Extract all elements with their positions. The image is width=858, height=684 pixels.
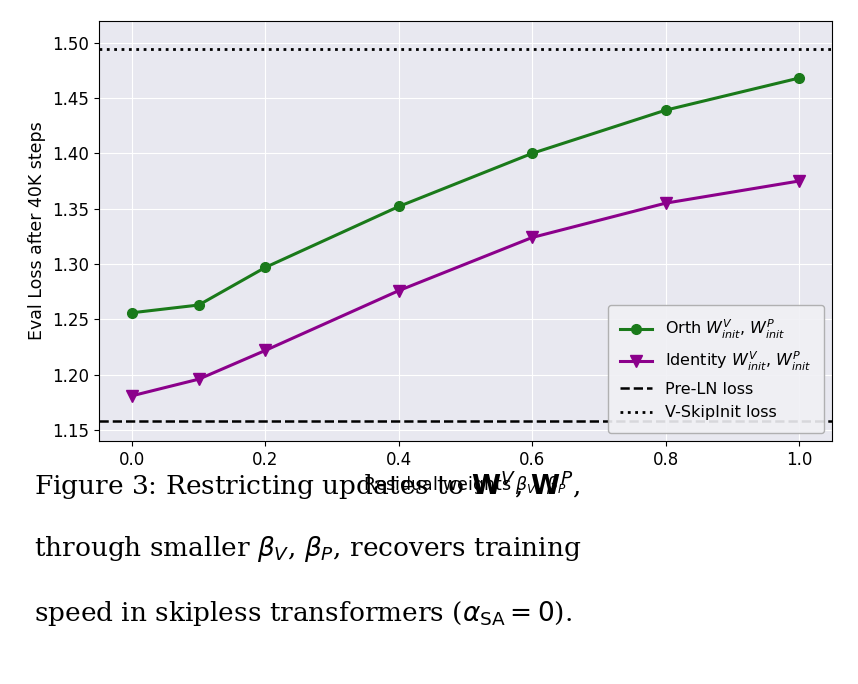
Text: Figure 3: Restricting updates to $\mathbf{W}^V$, $\mathbf{W}^P$,: Figure 3: Restricting updates to $\mathb…	[34, 469, 580, 502]
Text: speed in skipless transformers ($\alpha_{\mathrm{SA}} = 0$).: speed in skipless transformers ($\alpha_…	[34, 598, 572, 627]
Legend: Orth $W^V_{init}$, $W^P_{init}$, Identity $W^V_{init}$, $W^P_{init}$, Pre-LN los: Orth $W^V_{init}$, $W^P_{init}$, Identit…	[607, 305, 825, 433]
X-axis label: Residual weights $\beta_V$, $\beta_P$: Residual weights $\beta_V$, $\beta_P$	[364, 475, 567, 497]
Text: through smaller $\beta_V$, $\beta_P$, recovers training: through smaller $\beta_V$, $\beta_P$, re…	[34, 534, 582, 564]
Y-axis label: Eval Loss after 40K steps: Eval Loss after 40K steps	[28, 122, 46, 340]
